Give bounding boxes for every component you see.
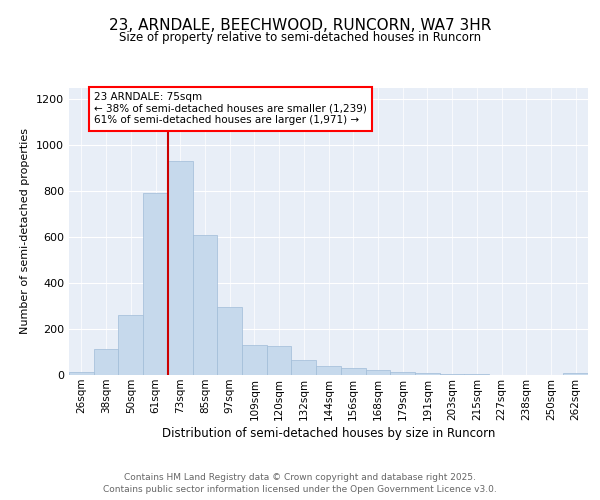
Bar [118,315,143,375]
Bar [193,234,217,375]
Bar [563,373,588,375]
Text: 23 ARNDALE: 75sqm
← 38% of semi-detached houses are smaller (1,239)
61% of semi-: 23 ARNDALE: 75sqm ← 38% of semi-detached… [94,92,367,126]
Bar [464,374,489,375]
Bar [292,360,316,375]
X-axis label: Distribution of semi-detached houses by size in Runcorn: Distribution of semi-detached houses by … [162,427,495,440]
Text: 23, ARNDALE, BEECHWOOD, RUNCORN, WA7 3HR: 23, ARNDALE, BEECHWOOD, RUNCORN, WA7 3HR [109,18,491,32]
Text: Contains HM Land Registry data © Crown copyright and database right 2025.: Contains HM Land Registry data © Crown c… [124,472,476,482]
Bar [365,370,390,375]
Bar [217,307,242,375]
Bar [94,348,118,375]
Bar [242,345,267,375]
Bar [440,374,464,375]
Bar [69,372,94,375]
Text: Size of property relative to semi-detached houses in Runcorn: Size of property relative to semi-detach… [119,32,481,44]
Bar [267,346,292,375]
Bar [316,366,341,375]
Bar [390,372,415,375]
Bar [415,373,440,375]
Bar [341,368,365,375]
Bar [168,161,193,375]
Text: Contains public sector information licensed under the Open Government Licence v3: Contains public sector information licen… [103,485,497,494]
Bar [143,194,168,375]
Y-axis label: Number of semi-detached properties: Number of semi-detached properties [20,128,31,334]
